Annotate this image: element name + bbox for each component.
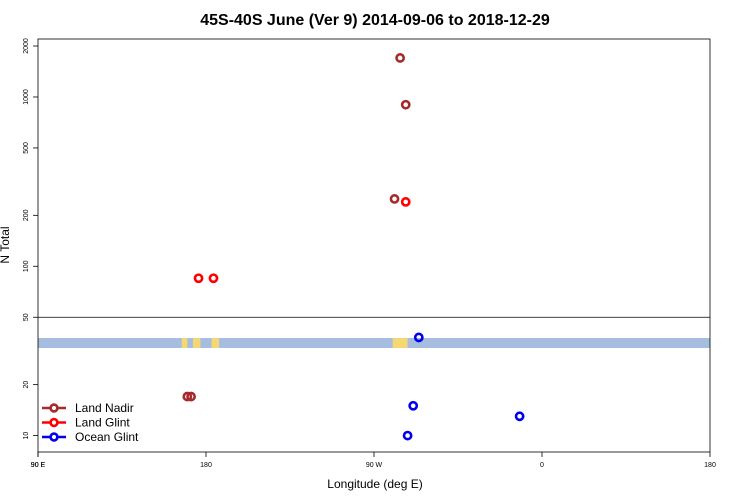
land-segment xyxy=(392,338,408,348)
plot-frame xyxy=(37,38,711,453)
data-point xyxy=(413,332,424,343)
y-tick-label: 10 xyxy=(23,432,30,440)
x-tick-label: 90 E xyxy=(31,462,46,469)
ocean-band xyxy=(38,338,710,348)
data-point xyxy=(208,273,219,284)
y-axis-label: N Total xyxy=(0,226,12,263)
y-tick-label: 50 xyxy=(23,313,30,321)
y-tick-label: 500 xyxy=(23,142,30,154)
data-point xyxy=(186,391,196,402)
chart-title: 45S-40S June (Ver 9) 2014-09-06 to 2018-… xyxy=(200,12,550,29)
data-point xyxy=(408,400,419,411)
legend-label: Land Nadir xyxy=(75,401,134,415)
y-tick-label: 1000 xyxy=(23,89,30,105)
data-point xyxy=(193,273,204,284)
x-axis-label: Longitude (deg E) xyxy=(327,477,422,491)
x-tick-label: 180 xyxy=(200,462,212,469)
data-point xyxy=(402,430,413,441)
map-strip xyxy=(38,338,710,348)
legend-marker xyxy=(49,432,59,442)
data-point xyxy=(400,99,411,110)
y-tick-label: 100 xyxy=(23,260,30,272)
land-segment xyxy=(181,338,186,348)
x-tick-label: 90 E xyxy=(31,462,46,469)
legend-label: Ocean Glint xyxy=(75,430,139,444)
x-tick-label: 0 xyxy=(540,462,544,469)
data-points xyxy=(182,53,525,441)
y-tick-label: 20 xyxy=(23,381,30,389)
x-tick-label: 90 W xyxy=(366,462,383,469)
data-point xyxy=(182,391,193,402)
legend-label: Land Glint xyxy=(75,416,130,430)
data-point xyxy=(400,197,411,207)
data-point xyxy=(389,194,400,204)
y-tick-label: 200 xyxy=(23,209,30,221)
legend-marker xyxy=(49,417,59,428)
land-segment xyxy=(211,338,220,348)
y-tick-label: 2000 xyxy=(23,38,30,54)
legend-marker xyxy=(49,403,59,413)
data-point xyxy=(514,411,525,422)
data-point xyxy=(395,53,406,63)
land-segment xyxy=(192,338,201,348)
x-tick-label: 180 xyxy=(704,462,716,469)
